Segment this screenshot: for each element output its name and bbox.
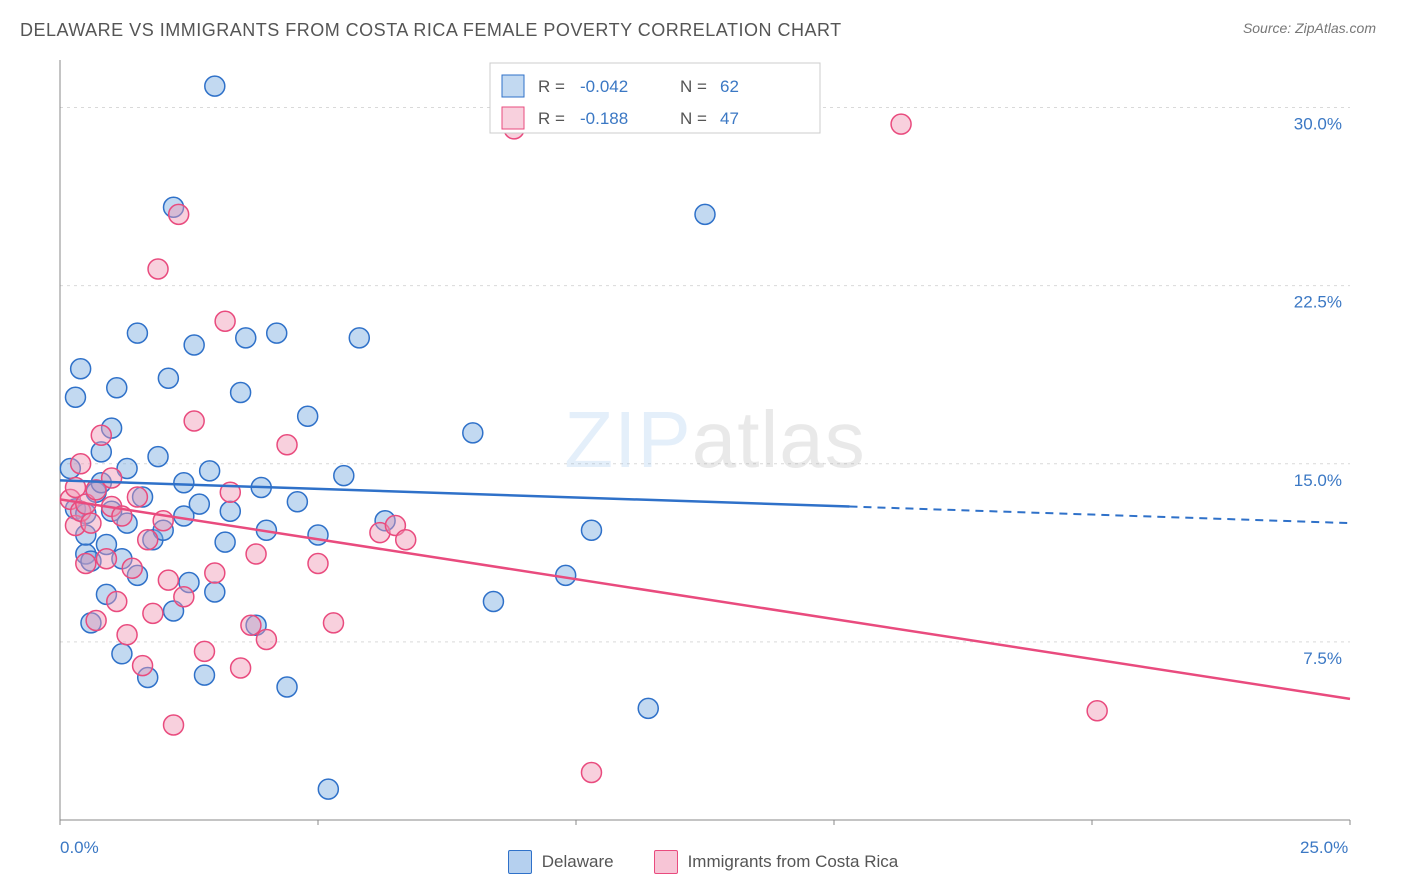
header: DELAWARE VS IMMIGRANTS FROM COSTA RICA F… xyxy=(0,0,1406,49)
svg-text:-0.188: -0.188 xyxy=(580,109,628,128)
swatch-icon xyxy=(508,850,532,874)
svg-text:15.0%: 15.0% xyxy=(1294,471,1342,490)
svg-text:R =: R = xyxy=(538,109,565,128)
svg-text:30.0%: 30.0% xyxy=(1294,115,1342,134)
legend-label: Delaware xyxy=(542,852,614,872)
svg-text:N =: N = xyxy=(680,77,707,96)
chart-area: 7.5%15.0%22.5%30.0%Female PovertyR =-0.0… xyxy=(50,55,1380,825)
legend-item-costa-rica: Immigrants from Costa Rica xyxy=(654,850,899,874)
source-name: ZipAtlas.com xyxy=(1295,20,1376,36)
svg-text:-0.042: -0.042 xyxy=(580,77,628,96)
scatter-chart: 7.5%15.0%22.5%30.0%Female PovertyR =-0.0… xyxy=(50,55,1380,825)
svg-text:62: 62 xyxy=(720,77,739,96)
source-prefix: Source: xyxy=(1243,20,1295,36)
svg-text:47: 47 xyxy=(720,109,739,128)
legend-label: Immigrants from Costa Rica xyxy=(688,852,899,872)
svg-text:N =: N = xyxy=(680,109,707,128)
source-attribution: Source: ZipAtlas.com xyxy=(1243,20,1376,36)
legend-bottom: Delaware Immigrants from Costa Rica xyxy=(0,850,1406,874)
svg-text:22.5%: 22.5% xyxy=(1294,293,1342,312)
chart-title: DELAWARE VS IMMIGRANTS FROM COSTA RICA F… xyxy=(20,20,842,41)
svg-text:7.5%: 7.5% xyxy=(1303,649,1342,668)
svg-text:R =: R = xyxy=(538,77,565,96)
swatch-icon xyxy=(654,850,678,874)
legend-item-delaware: Delaware xyxy=(508,850,614,874)
